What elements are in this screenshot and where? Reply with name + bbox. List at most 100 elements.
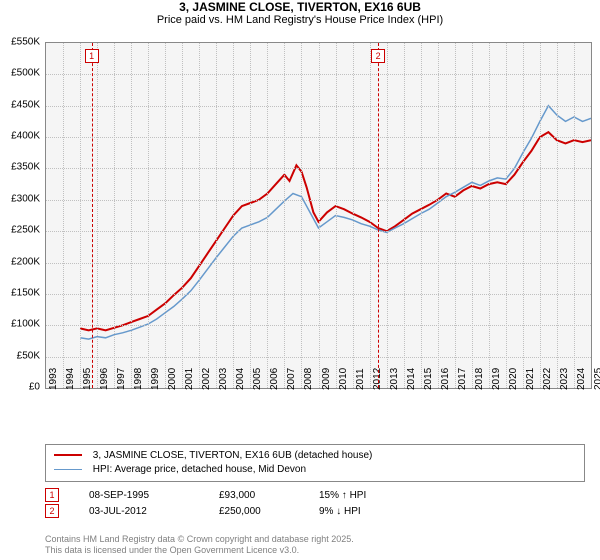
gridline-vertical: [472, 43, 473, 388]
sale-marker-badge-inline: 2: [45, 504, 59, 518]
legend-label-hpi: HPI: Average price, detached house, Mid …: [93, 464, 306, 475]
x-axis-label: 2008: [303, 368, 314, 390]
plot-region: 12: [45, 42, 592, 389]
x-axis-label: 2024: [576, 368, 587, 390]
x-axis-label: 2020: [508, 368, 519, 390]
chart-title: 3, JASMINE CLOSE, TIVERTON, EX16 6UB: [0, 0, 600, 14]
x-axis-label: 1996: [99, 368, 110, 390]
legend-swatch-hpi: [54, 469, 82, 470]
x-axis-label: 2000: [167, 368, 178, 390]
gridline-vertical: [387, 43, 388, 388]
gridline-vertical: [353, 43, 354, 388]
footer-line1: Contains HM Land Registry data © Crown c…: [45, 534, 354, 545]
gridline-vertical: [438, 43, 439, 388]
sale-price: £93,000: [219, 490, 319, 501]
x-axis-label: 2003: [218, 368, 229, 390]
gridline-vertical: [97, 43, 98, 388]
x-axis-label: 2015: [423, 368, 434, 390]
legend-box: 3, JASMINE CLOSE, TIVERTON, EX16 6UB (de…: [45, 444, 585, 520]
sale-marker-badge: 2: [371, 49, 385, 63]
x-axis-label: 2012: [372, 368, 383, 390]
x-axis-label: 2023: [559, 368, 570, 390]
y-axis-label: £400K: [0, 131, 40, 142]
gridline-vertical: [506, 43, 507, 388]
footer-attribution: Contains HM Land Registry data © Crown c…: [45, 534, 354, 556]
gridline-vertical: [131, 43, 132, 388]
gridline-vertical: [574, 43, 575, 388]
x-axis-label: 1999: [150, 368, 161, 390]
sale-hpi-delta: 9% ↓ HPI: [319, 506, 419, 517]
x-axis-label: 2009: [321, 368, 332, 390]
sale-date: 08-SEP-1995: [89, 490, 219, 501]
gridline-vertical: [148, 43, 149, 388]
x-axis-label: 2006: [269, 368, 280, 390]
legend-swatch-price-paid: [54, 454, 82, 456]
x-axis-label: 2007: [286, 368, 297, 390]
gridline-vertical: [336, 43, 337, 388]
x-axis-label: 2011: [355, 368, 366, 390]
x-axis-label: 2025: [593, 368, 600, 390]
gridline-vertical: [301, 43, 302, 388]
x-axis-label: 2001: [184, 368, 195, 390]
footer-line2: This data is licensed under the Open Gov…: [45, 545, 354, 556]
gridline-vertical: [421, 43, 422, 388]
x-axis-label: 1997: [116, 368, 127, 390]
chart-subtitle: Price paid vs. HM Land Registry's House …: [0, 14, 600, 26]
y-axis-label: £250K: [0, 225, 40, 236]
legend-series: 3, JASMINE CLOSE, TIVERTON, EX16 6UB (de…: [45, 444, 585, 482]
gridline-vertical: [540, 43, 541, 388]
legend-item-hpi: HPI: Average price, detached house, Mid …: [54, 463, 576, 477]
y-axis-label: £300K: [0, 193, 40, 204]
gridline-vertical: [404, 43, 405, 388]
x-axis-label: 1994: [65, 368, 76, 390]
gridline-vertical: [557, 43, 558, 388]
y-axis-label: £100K: [0, 319, 40, 330]
gridline-vertical: [284, 43, 285, 388]
x-axis-label: 2019: [491, 368, 502, 390]
y-axis-label: £50K: [0, 350, 40, 361]
gridline-vertical: [80, 43, 81, 388]
x-axis-label: 1993: [48, 368, 59, 390]
chart-area: 12 £0£50K£100K£150K£200K£250K£300K£350K£…: [45, 42, 590, 412]
gridline-vertical: [319, 43, 320, 388]
x-axis-label: 2010: [338, 368, 349, 390]
gridline-vertical: [489, 43, 490, 388]
gridline-vertical: [114, 43, 115, 388]
x-axis-label: 2022: [542, 368, 553, 390]
sale-date: 03-JUL-2012: [89, 506, 219, 517]
x-axis-label: 2021: [525, 368, 536, 390]
gridline-vertical: [216, 43, 217, 388]
x-axis-label: 2002: [201, 368, 212, 390]
x-axis-label: 2004: [235, 368, 246, 390]
x-axis-label: 2018: [474, 368, 485, 390]
gridline-vertical: [165, 43, 166, 388]
x-axis-label: 2014: [406, 368, 417, 390]
sale-price: £250,000: [219, 506, 319, 517]
gridline-vertical: [370, 43, 371, 388]
gridline-vertical: [199, 43, 200, 388]
gridline-vertical: [523, 43, 524, 388]
x-axis-label: 2017: [457, 368, 468, 390]
y-axis-label: £500K: [0, 68, 40, 79]
x-axis-label: 2016: [440, 368, 451, 390]
gridline-vertical: [182, 43, 183, 388]
sale-marker-line: [378, 43, 379, 388]
gridline-vertical: [267, 43, 268, 388]
sale-hpi-delta: 15% ↑ HPI: [319, 490, 419, 501]
x-axis-label: 1998: [133, 368, 144, 390]
gridline-vertical: [63, 43, 64, 388]
sale-record-row: 108-SEP-1995£93,00015% ↑ HPI: [45, 488, 585, 502]
gridline-vertical: [455, 43, 456, 388]
x-axis-label: 2005: [252, 368, 263, 390]
y-axis-label: £200K: [0, 256, 40, 267]
gridline-vertical: [250, 43, 251, 388]
y-axis-label: £0: [0, 382, 40, 393]
y-axis-label: £550K: [0, 37, 40, 48]
y-axis-label: £350K: [0, 162, 40, 173]
y-axis-label: £150K: [0, 287, 40, 298]
x-axis-label: 2013: [389, 368, 400, 390]
legend-label-price-paid: 3, JASMINE CLOSE, TIVERTON, EX16 6UB (de…: [93, 450, 373, 461]
sale-record-row: 2 03-JUL-2012£250,0009% ↓ HPI: [45, 504, 585, 518]
sale-marker-line: [92, 43, 93, 388]
sale-marker-badge: 1: [85, 49, 99, 63]
